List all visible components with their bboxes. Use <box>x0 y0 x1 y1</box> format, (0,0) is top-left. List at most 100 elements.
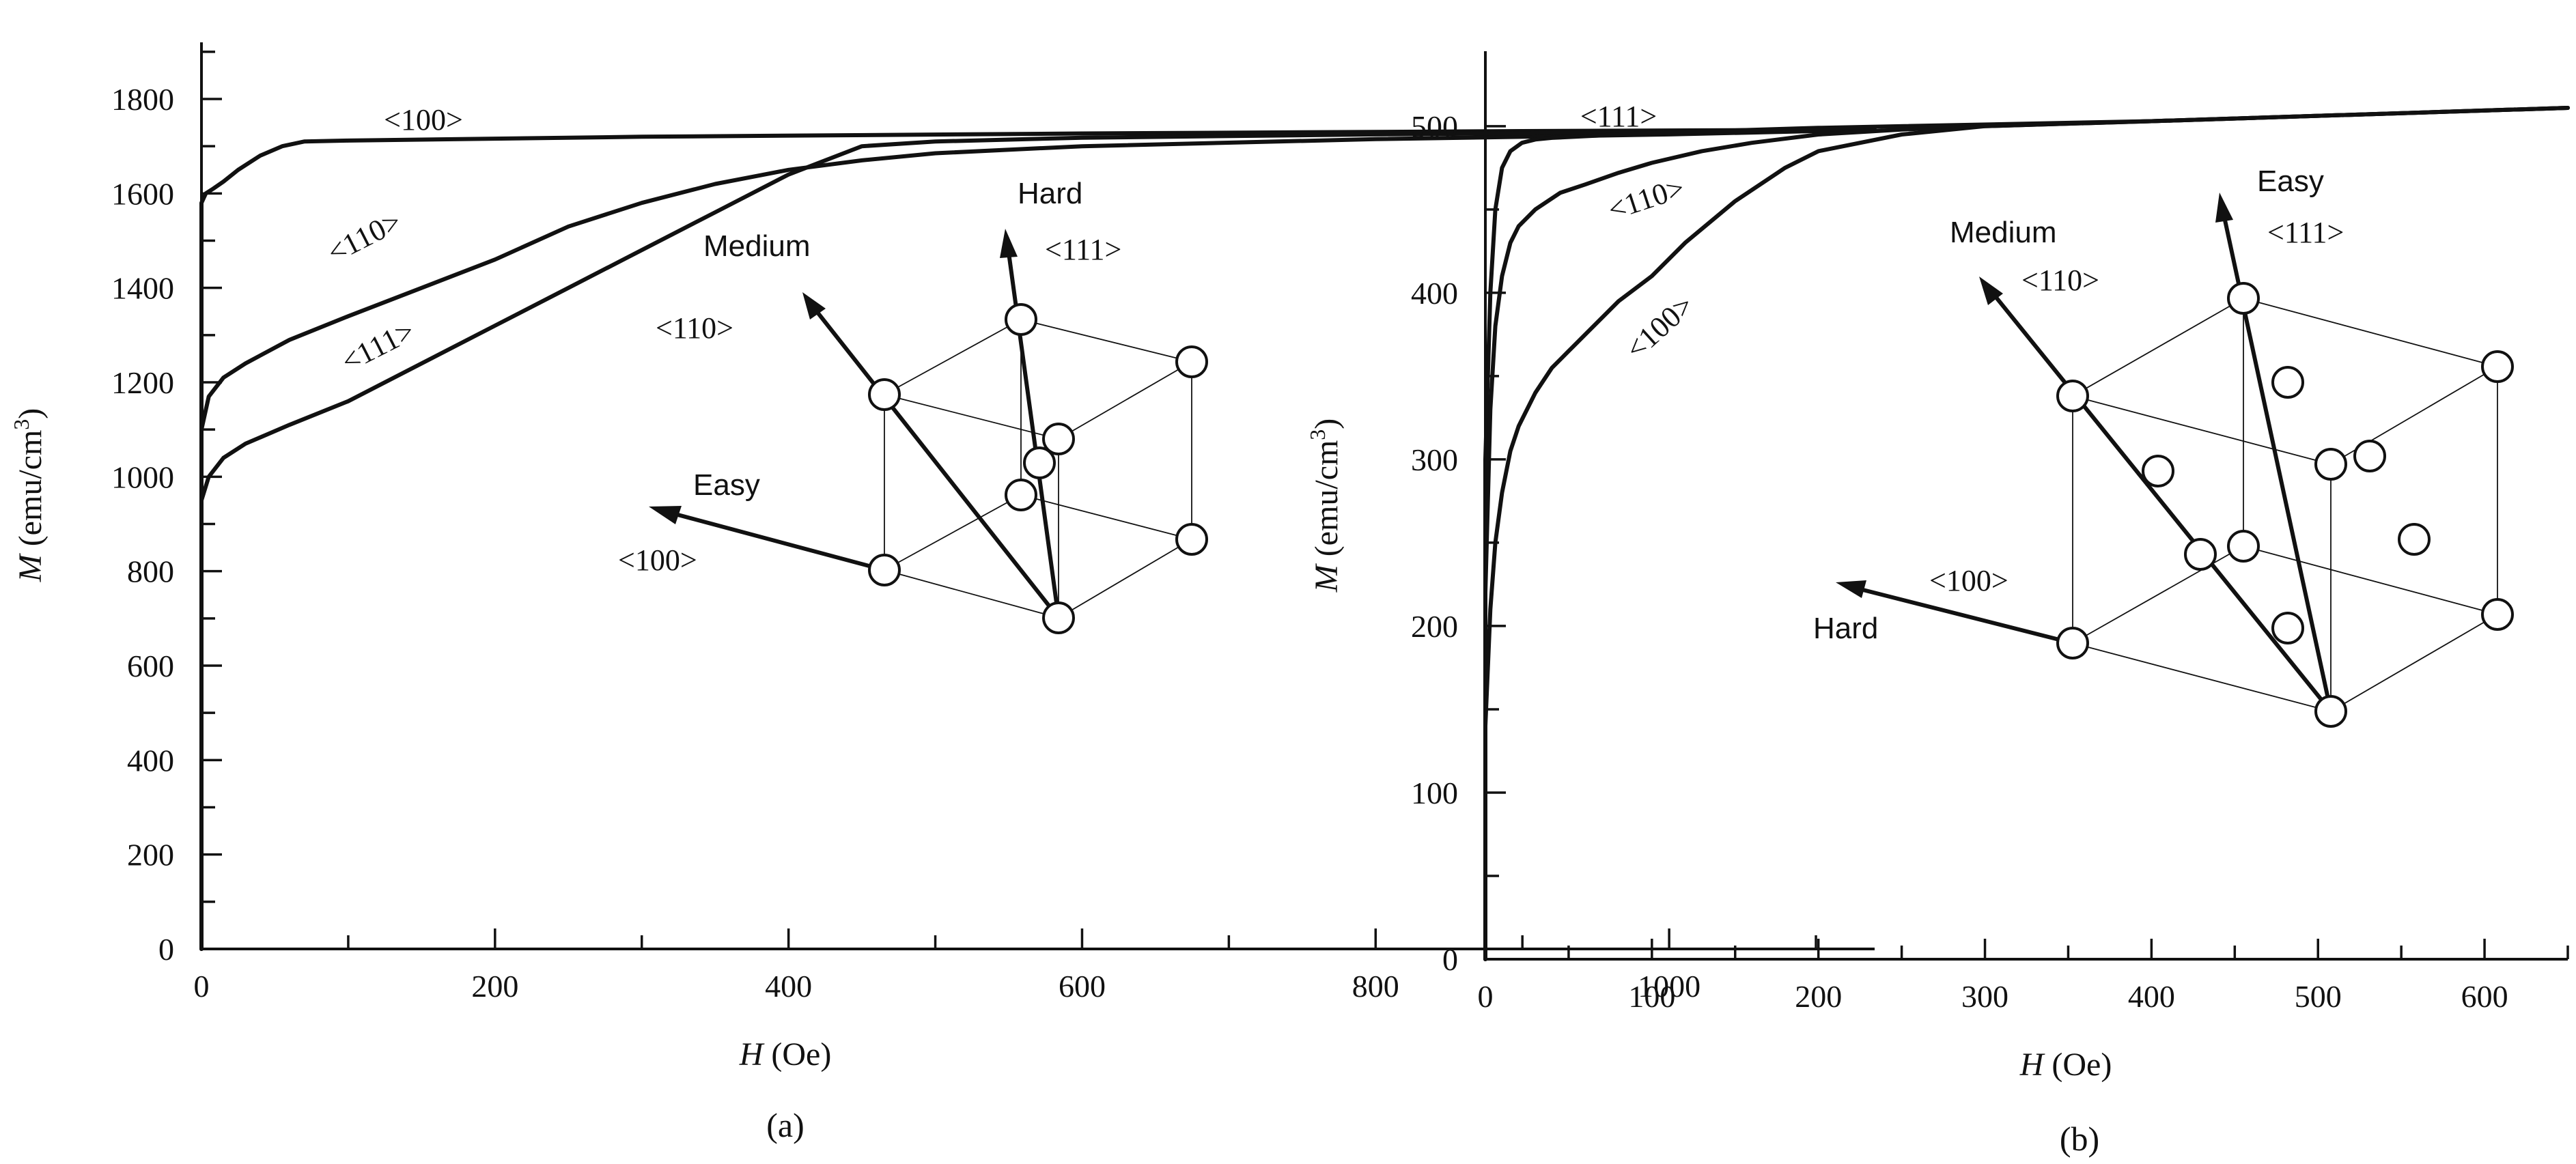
panel-a-label: (a) <box>766 1106 804 1144</box>
panel-a-x-label: H (Oe) <box>739 1036 832 1073</box>
panel-b-y-label-unit: (emu/cm <box>1308 440 1345 557</box>
panel-a-cube-edges <box>884 319 1192 619</box>
panel-b-curve-label-111: <111> <box>1580 100 1657 133</box>
panel-b-hard-label: Hard <box>1813 612 1878 645</box>
panel-a-x-label-var: H <box>739 1036 765 1073</box>
panel-a-y-tick-label: 200 <box>127 838 174 872</box>
panel-b-series-1 <box>1483 106 2570 961</box>
atom <box>2314 448 2347 481</box>
atom <box>2142 455 2174 487</box>
panel-a: 0 200 400 600 800 100002004006008001000120014… <box>9 42 1877 1144</box>
atom <box>2481 350 2514 383</box>
atom <box>2227 282 2260 315</box>
panel-a-easy-label: Easy <box>693 468 760 502</box>
atom <box>2314 695 2347 728</box>
panel-a-curves <box>199 128 1877 951</box>
panel-b-inset-110-label: <110> <box>2021 264 2099 297</box>
atom <box>868 378 901 411</box>
panel-a-y-label-var: M <box>12 552 48 582</box>
panel-b-x-tick-label: 200 <box>1795 979 1842 1014</box>
panel-b-y-tick-label: 500 <box>1411 109 1458 144</box>
panel-b-hard-100-arrow <box>1857 586 2073 645</box>
panel-b-hard-arrowhead <box>1836 580 1866 598</box>
atom <box>1175 345 1208 378</box>
panel-b-fcc-inset: Easy <111> Medium <110> <100> Hard <box>1813 165 2514 728</box>
panel-b-x-label: H (Oe) <box>2019 1047 2112 1083</box>
panel-b: 0 100 200 300 400 500 600 0 100 200 300 400 500 H (Oe… <box>1305 51 2570 1158</box>
panel-a-series-0 <box>199 128 1877 951</box>
panel-b-x-tick-label: 500 <box>2295 979 2342 1014</box>
panel-a-x-tick-label: 200 <box>471 969 518 1004</box>
atom <box>1175 523 1208 556</box>
panel-a-y-tick-label: 1600 <box>111 176 174 211</box>
atom <box>2227 530 2260 563</box>
panel-b-curve-label-100: <100> <box>1619 288 1700 366</box>
atom <box>1005 303 1037 336</box>
panel-a-medium-110-arrow <box>814 309 1061 619</box>
atom <box>2271 366 2304 399</box>
panel-a-inset-100-label: <100> <box>618 543 697 577</box>
panel-a-inset-111-label: <111> <box>1045 233 1121 266</box>
panel-b-medium-label: Medium <box>1950 216 2057 249</box>
panel-a-y-label-sup: 3 <box>9 419 33 430</box>
panel-b-atoms <box>2056 282 2514 728</box>
atom <box>2271 612 2304 644</box>
panel-a-easy-arrowhead <box>649 506 682 524</box>
panel-b-x-tick-label: 600 <box>2461 979 2508 1014</box>
panel-b-y-label-close: ) <box>1308 418 1345 429</box>
atom <box>2398 523 2431 556</box>
atom <box>1005 479 1037 511</box>
panel-b-ticks: 0 100 200 300 400 500 600 0 100 200 300 400 500 <box>1411 109 2569 1014</box>
panel-b-x-tick-label: 100 <box>1628 979 1675 1014</box>
panel-b-curve-label-110: <110> <box>1604 171 1689 227</box>
panel-a-easy-100-arrow <box>672 511 885 572</box>
atom <box>1042 601 1075 634</box>
panel-b-cube-edges <box>2072 298 2498 712</box>
panel-a-y-tick-label: 0 <box>158 932 174 967</box>
panel-a-y-tick-label: 1200 <box>111 365 174 400</box>
panel-a-inset-110-label: <110> <box>656 311 733 345</box>
panel-a-series-2 <box>199 128 1877 951</box>
panel-b-easy-arrowhead <box>2215 193 2233 223</box>
panel-b-y-label-var: M <box>1308 563 1345 593</box>
atom <box>868 554 901 586</box>
panel-a-curve-label-110: <110> <box>322 204 407 269</box>
panel-a-hard-label: Hard <box>1018 177 1082 210</box>
panel-a-bcc-inset: Easy <100> Medium <110> Hard <111> <box>618 177 1208 634</box>
panel-a-x-tick-label: 1000 <box>1638 969 1700 1004</box>
panel-a-y-tick-label: 400 <box>127 743 174 778</box>
panel-b-curves <box>1483 106 2570 961</box>
panel-b-medium-arrowhead <box>1979 276 2003 305</box>
panel-a-hard-arrowhead <box>1000 229 1018 258</box>
panel-a-ticks: 0 200 400 600 800 100002004006008001000120014… <box>111 51 1817 1004</box>
panel-a-y-label: M (emu/cm3) <box>9 408 48 583</box>
panel-b-medium-110-arrow <box>1992 294 2333 713</box>
atom <box>2481 598 2514 631</box>
panel-b-x-label-unit: (Oe) <box>2052 1047 2112 1083</box>
panel-a-atoms <box>868 303 1208 634</box>
atom <box>2056 380 2089 412</box>
panel-b-y-label: M (emu/cm3) <box>1305 418 1345 593</box>
panel-b-y-tick-label: 100 <box>1411 776 1458 810</box>
atom <box>2056 627 2089 659</box>
panel-a-x-tick-label: 0 <box>194 969 210 1004</box>
panel-b-y-tick-label: 200 <box>1411 609 1458 644</box>
atom <box>2353 440 2386 472</box>
panel-a-x-label-unit: (Oe) <box>771 1036 831 1073</box>
panel-a-x-tick-label: 600 <box>1059 969 1106 1004</box>
atom <box>1042 423 1075 455</box>
panel-b-easy-label: Easy <box>2257 165 2324 198</box>
panel-b-label: (b) <box>2060 1120 2099 1158</box>
panel-b-inset-100-label: <100> <box>1929 564 2008 597</box>
panel-a-y-tick-label: 1400 <box>111 271 174 306</box>
panel-b-series-0 <box>1483 106 2570 961</box>
panel-a-medium-label: Medium <box>703 229 811 263</box>
panel-a-y-tick-label: 600 <box>127 649 174 683</box>
panel-b-y-tick-label: 0 <box>1442 942 1458 977</box>
panel-b-y-label-sup: 3 <box>1305 429 1330 440</box>
panel-a-medium-arrowhead <box>802 292 826 320</box>
panel-b-y-tick-label: 300 <box>1411 442 1458 477</box>
atom <box>1023 446 1056 479</box>
panel-a-x-tick-label: 800 <box>1352 969 1399 1004</box>
